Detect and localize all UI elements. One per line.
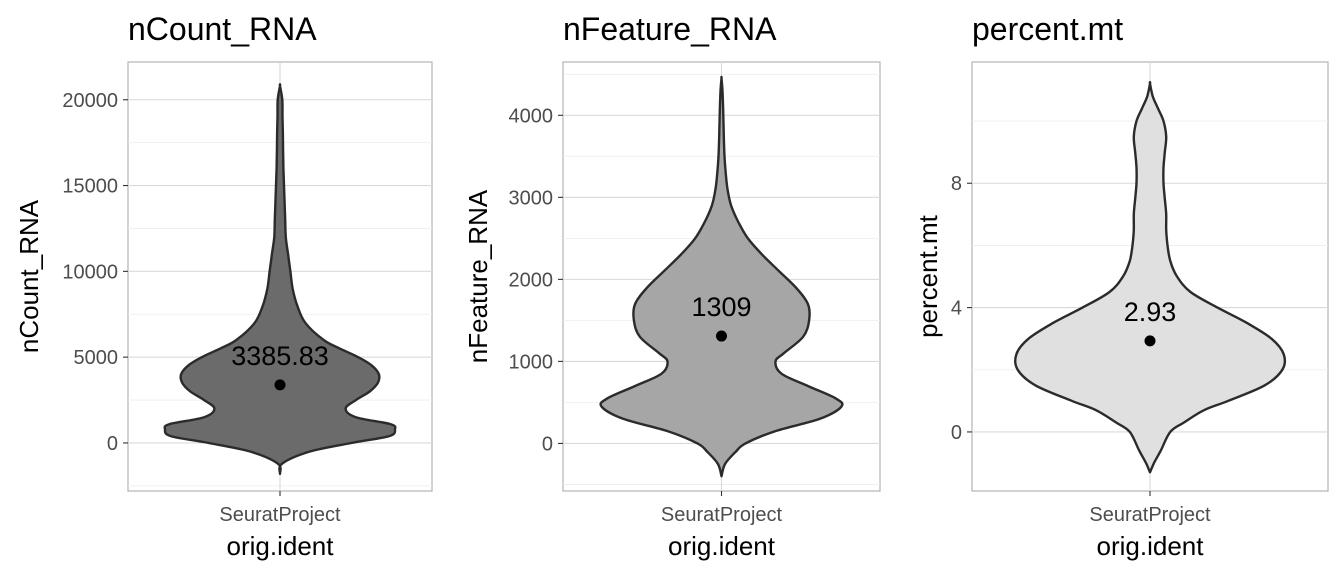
- y-tick-label: 5000: [74, 347, 119, 369]
- y-tick-label: 20000: [62, 90, 118, 112]
- y-tick-label: 0: [107, 433, 118, 455]
- median-label: 2.93: [1124, 297, 1177, 327]
- panel-title: nCount_RNA: [128, 11, 317, 47]
- y-axis-title: nFeature_RNA: [463, 189, 493, 363]
- x-axis-title: orig.ident: [227, 531, 335, 561]
- violin-shape: [1014, 81, 1287, 474]
- panel-3: 0 4 8 SeuratProject 2.93 percent.mt percent.mt…: [913, 11, 1329, 561]
- panel-title: percent.mt: [972, 11, 1123, 47]
- panel-1: 0 5000 10000 15000 20000 SeuratProject 3385.83…: [14, 11, 433, 561]
- x-axis-title: orig.ident: [668, 531, 776, 561]
- median-label: 3385.83: [231, 341, 329, 371]
- y-tick-label: 4: [951, 298, 962, 320]
- y-tick-label: 10000: [62, 261, 118, 283]
- median-point: [274, 379, 286, 391]
- median-point: [1144, 335, 1156, 347]
- median-point: [716, 330, 727, 342]
- y-tick-label: 3000: [509, 187, 554, 209]
- y-tick-label: 0: [951, 422, 962, 444]
- x-tick-label: SeuratProject: [1089, 504, 1211, 526]
- y-tick-label: 4000: [509, 105, 554, 127]
- x-axis-title: orig.ident: [1097, 531, 1205, 561]
- y-tick-label: 2000: [509, 269, 554, 291]
- violin-shape: [163, 83, 397, 475]
- panel-2: 0 1000 2000 3000 4000 SeuratProject 1309 nFeatu…: [463, 11, 881, 561]
- y-tick-label: 8: [951, 173, 962, 195]
- y-tick-label: 0: [542, 433, 553, 455]
- y-axis-title: percent.mt: [913, 214, 943, 338]
- panel-title: nFeature_RNA: [563, 11, 777, 47]
- y-tick-label: 15000: [62, 176, 118, 198]
- violin-shape: [599, 75, 844, 478]
- x-tick-label: SeuratProject: [219, 504, 341, 526]
- y-axis-title: nCount_RNA: [14, 199, 44, 353]
- y-tick-label: 1000: [509, 351, 554, 373]
- x-tick-label: SeuratProject: [661, 504, 783, 526]
- median-label: 1309: [691, 292, 751, 322]
